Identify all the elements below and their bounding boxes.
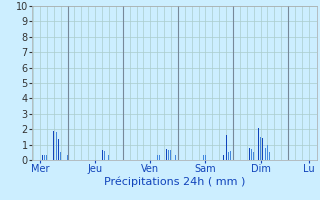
- Bar: [171, 150, 172, 160]
- Bar: [62, 153, 63, 160]
- Bar: [56, 132, 57, 160]
- Bar: [104, 151, 105, 160]
- X-axis label: Précipitations 24h ( mm ): Précipitations 24h ( mm ): [104, 177, 245, 187]
- Bar: [267, 145, 268, 160]
- Bar: [265, 148, 266, 160]
- Bar: [203, 155, 204, 160]
- Bar: [58, 139, 59, 160]
- Bar: [42, 155, 43, 160]
- Bar: [44, 155, 45, 160]
- Bar: [262, 138, 263, 160]
- Bar: [251, 149, 252, 160]
- Bar: [60, 152, 61, 160]
- Bar: [269, 152, 270, 160]
- Bar: [253, 152, 254, 160]
- Bar: [249, 148, 250, 160]
- Bar: [175, 155, 176, 160]
- Bar: [159, 155, 160, 160]
- Bar: [67, 155, 68, 160]
- Bar: [205, 155, 206, 160]
- Bar: [226, 135, 227, 160]
- Bar: [157, 155, 158, 160]
- Bar: [228, 152, 229, 160]
- Bar: [108, 155, 109, 160]
- Bar: [53, 131, 54, 160]
- Bar: [168, 150, 169, 160]
- Bar: [258, 128, 259, 160]
- Bar: [260, 137, 261, 160]
- Bar: [230, 151, 231, 160]
- Bar: [101, 150, 102, 160]
- Bar: [166, 149, 167, 160]
- Bar: [223, 155, 224, 160]
- Bar: [46, 155, 47, 160]
